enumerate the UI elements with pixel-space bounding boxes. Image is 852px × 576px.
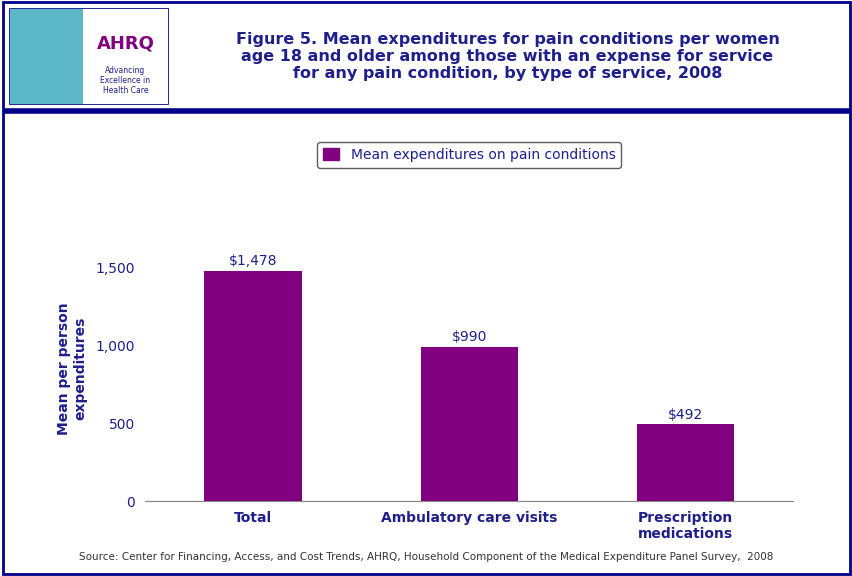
Text: $990: $990 [451,330,486,344]
Bar [420,347,517,501]
Text: $492: $492 [667,408,702,422]
Y-axis label: Mean per person
expenditures: Mean per person expenditures [57,302,88,435]
Text: Source: Center for Financing, Access, and Cost Trends, AHRQ, Household Component: Source: Center for Financing, Access, an… [79,552,773,562]
Bar [204,271,302,501]
Text: Figure 5. Mean expenditures for pain conditions per women
age 18 and older among: Figure 5. Mean expenditures for pain con… [235,32,779,81]
Bar [636,425,733,501]
Text: Advancing
Excellence in
Health Care: Advancing Excellence in Health Care [101,66,150,96]
Text: $1,478: $1,478 [228,254,277,268]
Legend: Mean expenditures on pain conditions: Mean expenditures on pain conditions [317,142,620,168]
Text: AHRQ: AHRQ [96,35,154,52]
